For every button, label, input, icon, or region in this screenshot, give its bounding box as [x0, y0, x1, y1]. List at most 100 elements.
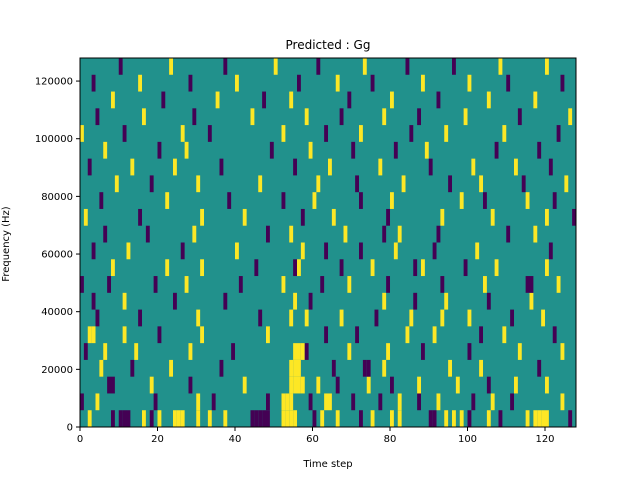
heatmap-cell [293, 410, 298, 427]
heatmap-cell [386, 276, 391, 293]
heatmap-cell [149, 376, 154, 394]
heatmap-cell [122, 125, 127, 142]
heatmap-cell [304, 309, 309, 327]
heatmap-cell [366, 376, 371, 394]
heatmap-cell [494, 259, 499, 277]
heatmap-cell [180, 125, 185, 142]
heatmap-cell [421, 74, 425, 92]
heatmap-cell [448, 175, 453, 193]
x-tick-label: 100 [458, 434, 477, 445]
heatmap-cell [328, 393, 332, 411]
heatmap-cell [370, 410, 375, 427]
heatmap-cell [490, 393, 495, 411]
heatmap-cell [316, 175, 321, 193]
heatmap-cell [382, 359, 387, 377]
heatmap-cell [374, 309, 379, 327]
heatmap-cell [541, 410, 546, 427]
heatmap-cell [157, 326, 162, 344]
heatmap-cell [386, 208, 391, 226]
heatmap-cell [471, 158, 476, 176]
heatmap-cell [293, 359, 298, 377]
heatmap-cell [103, 343, 108, 360]
heatmap-cell [200, 208, 205, 226]
heatmap-cell [537, 410, 542, 427]
heatmap-cell [138, 208, 143, 226]
heatmap-cell [324, 393, 329, 411]
heatmap-cell [297, 74, 301, 92]
heatmap-cell [297, 259, 301, 277]
heatmap-cell [99, 359, 104, 377]
heatmap-cell [258, 175, 263, 193]
heatmap-cell [382, 225, 387, 243]
heatmap-cell [533, 225, 538, 243]
heatmap-cell [258, 410, 263, 427]
heatmap-cell [285, 393, 290, 411]
heatmap-cell [254, 410, 259, 427]
heatmap-cell [91, 292, 96, 310]
heatmap-cell [355, 175, 360, 193]
heatmap-cell [304, 108, 309, 126]
heatmap-cell [331, 208, 336, 226]
heatmap-cell [366, 359, 371, 377]
heatmap-cell [188, 343, 193, 360]
heatmap-cell [180, 242, 185, 260]
heatmap-cell [529, 276, 534, 293]
heatmap-cell [130, 158, 135, 176]
heatmap-cell [514, 158, 518, 176]
heatmap-cell [525, 192, 530, 209]
heatmap-cell [432, 326, 437, 344]
heatmap-cell [502, 125, 507, 142]
heatmap-cell [91, 242, 96, 260]
heatmap-cell [297, 359, 301, 377]
heatmap-cell [409, 309, 414, 327]
heatmap-cell [262, 410, 267, 427]
heatmap-cell [266, 393, 270, 411]
heatmap-cell [560, 74, 565, 92]
heatmap-cell [149, 410, 154, 427]
heatmap-cell [161, 91, 166, 109]
heatmap-cell [281, 393, 286, 411]
heatmap-cell [126, 242, 131, 260]
heatmap-cell [118, 410, 123, 427]
heatmap-cell [483, 192, 487, 209]
heatmap-cell [176, 410, 181, 427]
heatmap-cell [316, 376, 321, 394]
heatmap-cell [529, 292, 534, 310]
heatmap-cell [138, 309, 143, 327]
heatmap-cell [556, 125, 561, 142]
heatmap-cell [533, 91, 538, 109]
heatmap-cell [525, 276, 530, 293]
heatmap-cell [118, 58, 123, 75]
heatmap-cell [335, 376, 340, 394]
heatmap-cell [378, 158, 383, 176]
x-tick-label: 40 [229, 434, 242, 445]
heatmap-cell [145, 225, 150, 243]
x-axis: 0 20 40 60 80 100 120 [77, 427, 555, 445]
heatmap-cell [494, 141, 499, 159]
heatmap-cell [262, 91, 267, 109]
heatmap-cell [300, 343, 305, 360]
heatmap-cell [560, 393, 565, 411]
heatmap-cell [564, 175, 569, 193]
heatmap-cell [351, 393, 356, 411]
heatmap-cell [207, 410, 212, 427]
heatmap-cell [223, 292, 228, 310]
heatmap-cell [463, 108, 468, 126]
heatmap-cell [196, 410, 201, 427]
heatmap-cell [545, 259, 549, 277]
heatmap-cell [91, 326, 96, 344]
heatmap-cell [231, 343, 236, 360]
heatmap-cell [80, 276, 84, 293]
heatmap-cell [436, 225, 441, 243]
heatmap-cell [517, 108, 522, 126]
heatmap-cell [537, 359, 542, 377]
heatmap-cell [483, 276, 487, 293]
heatmap-cell [331, 359, 336, 377]
heatmap-cell [452, 58, 456, 75]
heatmap-cell [242, 376, 247, 394]
heatmap-cell [266, 225, 270, 243]
heatmap-cell [184, 141, 189, 159]
heatmap-cell [80, 393, 84, 411]
heatmap-cell [390, 376, 394, 394]
heatmap-cell [219, 359, 224, 377]
